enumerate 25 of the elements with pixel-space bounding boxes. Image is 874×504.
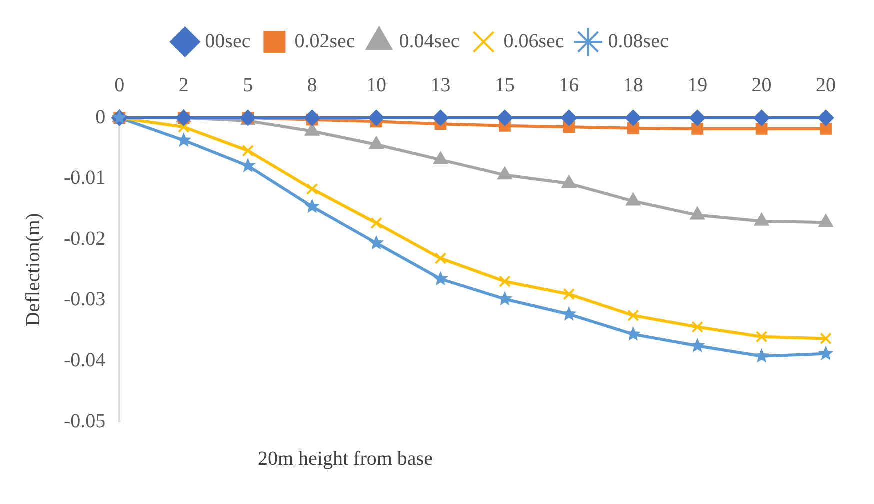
y-tick-label: 0 [96,106,106,128]
x-tick-label: 16 [559,74,580,96]
x-tick-label: 5 [243,74,254,96]
y-tick-label: -0.02 [64,228,106,250]
y-tick-label: -0.04 [64,349,106,372]
legend-label: 0.02sec [294,30,356,52]
x-tick-label: 10 [366,74,387,96]
x-axis-title: 20m height from base [258,448,434,471]
legend-label: 0.06sec [504,30,564,52]
x-tick-label: 20 [752,74,772,96]
x-tick-label: 0 [114,74,125,96]
x-tick-label: 15 [494,74,515,96]
y-axis-title: Deflection(m) [22,213,44,327]
y-tick-label: -0.01 [64,167,106,190]
x-tick-label: 19 [688,74,708,96]
x-tick-label: 2 [178,74,189,96]
x-tick-label: 8 [307,74,318,96]
legend-label: 0.04sec [399,30,460,52]
legend-label: 00sec [205,30,251,52]
x-tick-label: 13 [430,74,451,96]
y-tick-label: -0.03 [64,288,106,311]
y-tick-label: -0.05 [64,410,106,432]
x-tick-label: 18 [623,74,644,96]
legend-label: 0.08sec [608,30,669,52]
x-tick-label: 20 [816,74,836,96]
